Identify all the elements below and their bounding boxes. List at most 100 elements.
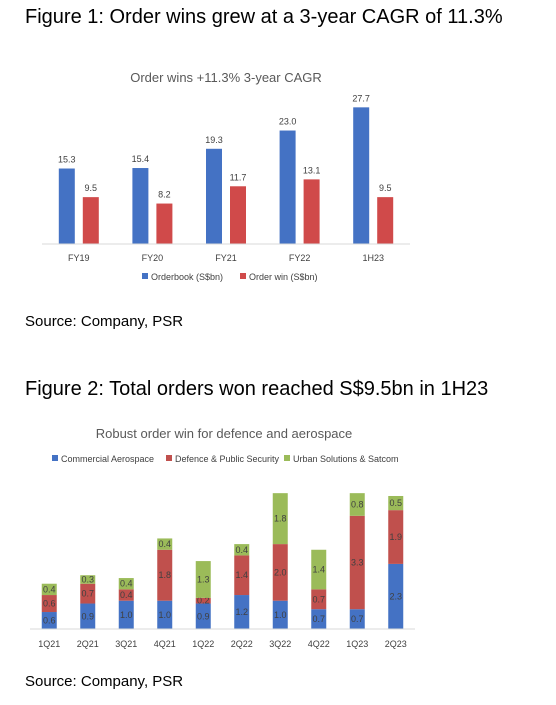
data-label-order-win-s-bn-fy21: 11.7: [230, 172, 247, 182]
data-label-defence-public-security-1q21: 0.6: [43, 599, 56, 609]
x-tick-1h23: 1H23: [362, 253, 384, 263]
data-label-defence-public-security-2q23: 1.9: [389, 532, 402, 542]
data-label-urban-solutions-satcom-1q22: 1.3: [197, 574, 210, 584]
x-tick-4q22: 4Q22: [308, 639, 330, 649]
bar-commercial-aerospace-1q23: [349, 609, 365, 629]
chart2-title: Robust order win for defence and aerospa…: [96, 426, 353, 441]
bar-commercial-aerospace-2q22: [234, 595, 250, 629]
data-label-order-win-s-bn-fy22: 13.1: [303, 165, 321, 175]
x-tick-fy20: FY20: [142, 253, 164, 263]
data-label-commercial-aerospace-1q22: 0.9: [197, 611, 210, 621]
x-tick-2q21: 2Q21: [77, 639, 99, 649]
legend-swatch-urban-solutions-satcom: [284, 455, 290, 461]
order-win-by-segment-chart: Robust order win for defence and aerospa…: [30, 426, 415, 649]
bar-urban-solutions-satcom-4q21: [157, 538, 173, 550]
data-label-order-win-s-bn-1h23: 9.5: [379, 183, 392, 193]
data-label-urban-solutions-satcom-3q22: 1.8: [274, 514, 287, 524]
legend-swatch-defence-public-security: [166, 455, 172, 461]
data-label-orderbook-s-bn-fy21: 19.3: [205, 135, 223, 145]
legend-label-urban-solutions-satcom: Urban Solutions & Satcom: [293, 454, 399, 464]
x-tick-3q22: 3Q22: [269, 639, 291, 649]
bar-urban-solutions-satcom-2q23: [388, 495, 404, 511]
bar-defence-public-security-1q21: [41, 595, 57, 613]
data-label-urban-solutions-satcom-4q22: 1.4: [312, 565, 325, 575]
data-label-defence-public-security-1q23: 3.3: [351, 557, 364, 567]
data-label-defence-public-security-2q21: 0.7: [81, 589, 94, 599]
x-tick-4q21: 4Q21: [154, 639, 176, 649]
bar-defence-public-security-2q23: [388, 510, 404, 564]
data-label-urban-solutions-satcom-1q23: 0.8: [351, 499, 364, 509]
data-label-defence-public-security-2q22: 1.4: [235, 570, 248, 580]
data-label-orderbook-s-bn-fy20: 15.4: [132, 154, 150, 164]
x-tick-fy21: FY21: [215, 253, 237, 263]
data-label-urban-solutions-satcom-3q21: 0.4: [120, 579, 133, 589]
legend-label-commercial-aerospace: Commercial Aerospace: [61, 454, 154, 464]
figure1-heading: Figure 1: Order wins grew at a 3-year CA…: [25, 6, 503, 28]
bar-commercial-aerospace-2q21: [80, 603, 96, 629]
data-label-commercial-aerospace-2q21: 0.9: [81, 611, 94, 621]
bar-orderbook-s-bn-fy19: [58, 168, 75, 244]
bar-order-win-s-bn-fy21: [230, 186, 246, 244]
bar-defence-public-security-2q22: [234, 555, 250, 596]
data-label-orderbook-s-bn-fy22: 23.0: [279, 117, 297, 127]
bar-defence-public-security-3q22: [272, 544, 288, 601]
data-label-commercial-aerospace-1q23: 0.7: [351, 614, 364, 624]
x-tick-fy19: FY19: [68, 253, 90, 263]
x-tick-1q23: 1Q23: [346, 639, 368, 649]
x-tick-1q21: 1Q21: [38, 639, 60, 649]
figure1-source: Source: Company, PSR: [25, 313, 184, 330]
bar-urban-solutions-satcom-2q21: [80, 575, 96, 584]
bar-urban-solutions-satcom-1q22: [195, 561, 211, 598]
legend-label-orderbook-s-bn: Orderbook (S$bn): [151, 272, 223, 282]
bar-order-win-s-bn-fy22: [303, 179, 320, 244]
bar-defence-public-security-4q22: [311, 589, 327, 610]
data-label-commercial-aerospace-1q21: 0.6: [43, 616, 56, 626]
x-tick-3q21: 3Q21: [115, 639, 137, 649]
bar-orderbook-s-bn-fy21: [206, 148, 222, 244]
orderbook-orderwin-chart: Order wins +11.3% 3-year CAGR 15.3 9.5 15.…: [42, 70, 410, 282]
bar-order-win-s-bn-fy19: [82, 197, 99, 244]
data-label-defence-public-security-4q22: 0.7: [312, 594, 325, 604]
data-label-commercial-aerospace-3q21: 1.0: [120, 610, 133, 620]
figure2-source: Source: Company, PSR: [25, 673, 184, 690]
bar-defence-public-security-4q21: [157, 549, 173, 601]
data-label-commercial-aerospace-4q21: 1.0: [158, 610, 171, 620]
bar-urban-solutions-satcom-1q23: [349, 493, 365, 516]
bar-commercial-aerospace-4q21: [157, 600, 173, 629]
chart1-title: Order wins +11.3% 3-year CAGR: [130, 70, 322, 85]
data-label-urban-solutions-satcom-2q21: 0.3: [81, 574, 94, 584]
bar-commercial-aerospace-3q21: [118, 600, 134, 629]
data-label-urban-solutions-satcom-2q22: 0.4: [235, 545, 248, 555]
data-label-commercial-aerospace-4q22: 0.7: [312, 614, 325, 624]
bar-urban-solutions-satcom-1q21: [41, 583, 57, 596]
bar-orderbook-s-bn-1h23: [353, 107, 370, 244]
data-label-orderbook-s-bn-1h23: 27.7: [352, 93, 370, 103]
bar-commercial-aerospace-4q22: [311, 609, 327, 629]
bar-defence-public-security-1q23: [349, 515, 365, 610]
x-tick-2q23: 2Q23: [385, 639, 407, 649]
bar-defence-public-security-2q21: [80, 583, 96, 604]
bar-urban-solutions-satcom-3q22: [272, 493, 288, 545]
x-tick-2q22: 2Q22: [231, 639, 253, 649]
data-label-commercial-aerospace-2q22: 1.2: [235, 607, 248, 617]
data-label-commercial-aerospace-2q23: 2.3: [389, 591, 402, 601]
data-label-defence-public-security-4q21: 1.8: [158, 570, 171, 580]
bar-orderbook-s-bn-fy20: [132, 168, 149, 244]
bar-commercial-aerospace-2q23: [388, 563, 404, 629]
legend-label-order-win-s-bn: Order win (S$bn): [249, 272, 318, 282]
bar-commercial-aerospace-1q21: [41, 612, 57, 629]
bar-commercial-aerospace-1q22: [195, 603, 211, 629]
legend-label-defence-public-security: Defence & Public Security: [175, 454, 280, 464]
bar-defence-public-security-1q22: [195, 597, 211, 604]
data-label-urban-solutions-satcom-4q21: 0.4: [158, 539, 171, 549]
data-label-defence-public-security-3q22: 2.0: [274, 567, 287, 577]
bar-order-win-s-bn-fy20: [156, 203, 173, 244]
data-label-commercial-aerospace-3q22: 1.0: [274, 610, 287, 620]
bar-order-win-s-bn-1h23: [377, 197, 394, 244]
legend-swatch-commercial-aerospace: [52, 455, 58, 461]
bar-urban-solutions-satcom-2q22: [234, 544, 250, 556]
data-label-urban-solutions-satcom-2q23: 0.5: [389, 498, 402, 508]
data-label-order-win-s-bn-fy20: 8.2: [158, 190, 171, 200]
figure2-heading: Figure 2: Total orders won reached S$9.5…: [25, 378, 489, 400]
bar-urban-solutions-satcom-3q21: [118, 578, 134, 590]
